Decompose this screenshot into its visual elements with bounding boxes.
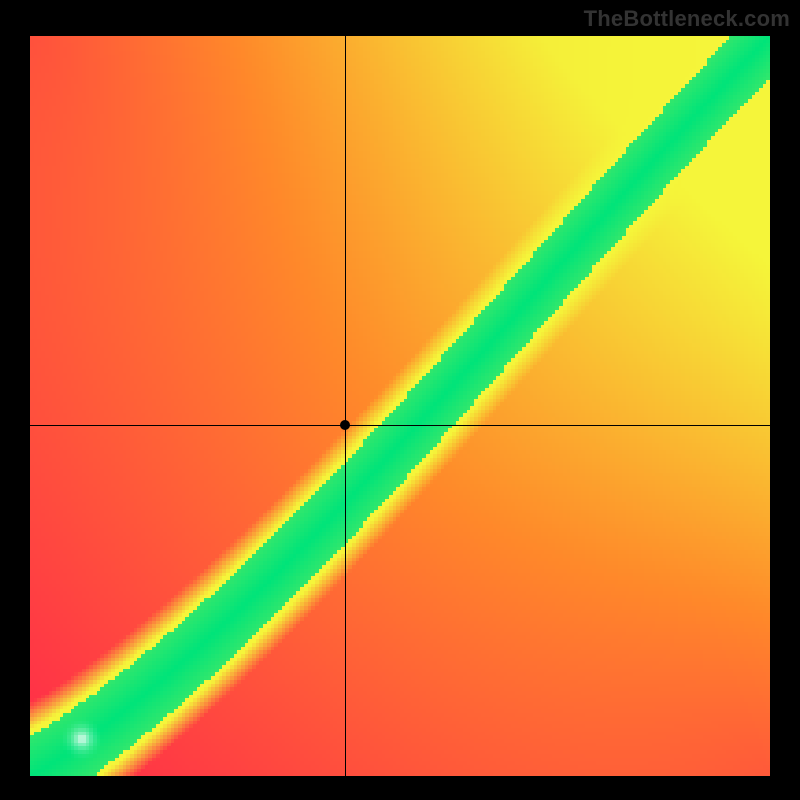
heatmap-canvas <box>30 36 770 776</box>
watermark-text: TheBottleneck.com <box>584 6 790 32</box>
plot-area <box>30 36 770 776</box>
chart-frame: TheBottleneck.com <box>0 0 800 800</box>
